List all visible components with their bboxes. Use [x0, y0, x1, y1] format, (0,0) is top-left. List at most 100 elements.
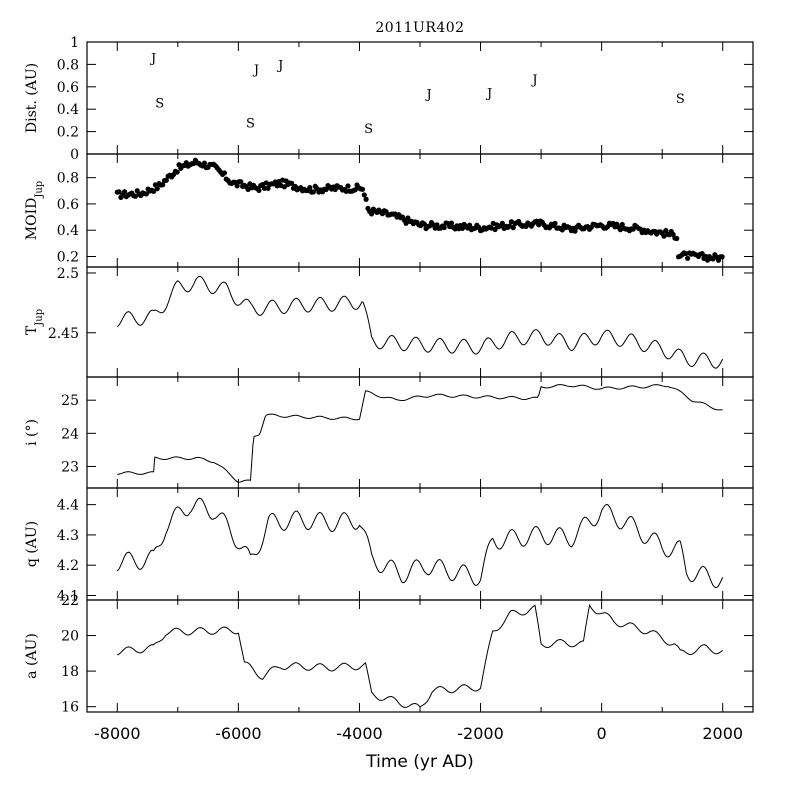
x-axis: -8000 -6000 -4000 -2000 0 2000	[94, 724, 743, 743]
moid-point	[201, 160, 208, 166]
encounter-J: J	[530, 73, 537, 88]
y-axis-label-sub: Jup	[34, 309, 45, 327]
y-axis-label-sub: Jup	[34, 181, 45, 199]
panel-incl: 23 24 25 i (°)	[24, 376, 754, 489]
moid-point	[261, 185, 267, 191]
encounter-J: J	[485, 86, 492, 101]
moid-point	[332, 186, 338, 193]
encounter-S: S	[246, 117, 255, 132]
y-tick-label: 0.6	[57, 197, 79, 213]
moid-point	[552, 220, 558, 226]
y-tick-label: 22	[61, 593, 79, 609]
moid-point	[467, 222, 473, 228]
y-tick-label: 23	[61, 459, 79, 475]
moid-point	[310, 189, 317, 195]
y-tick-label: 0.4	[57, 223, 79, 239]
moid-point	[674, 235, 680, 242]
moid-point	[151, 188, 157, 194]
moid-point	[221, 170, 228, 176]
moid-point	[289, 180, 295, 186]
panel-frame	[86, 599, 754, 713]
panel-frame	[86, 153, 754, 268]
y-axis-label: a (AU)	[24, 633, 40, 679]
chart-title: 2011UR402	[375, 20, 464, 36]
moid-point	[368, 211, 375, 217]
y-tick-label: 20	[61, 629, 79, 645]
encounter-S: S	[676, 92, 685, 107]
panel-dist: 0 0.2 0.4 0.6 0.8 1 Dist. (AU) J S S J J S J J J S	[24, 35, 754, 163]
panel-a: 16 18 20 22 a (AU)	[24, 593, 754, 716]
y-tick-label: 0.2	[57, 125, 79, 141]
y-tick-label: 0.6	[57, 80, 79, 96]
y-axis-label: Dist. (AU)	[24, 63, 40, 133]
panel-frame	[86, 266, 754, 378]
y-tick-label: 0.8	[57, 57, 79, 73]
x-tick-label: -2000	[457, 724, 504, 743]
moid-point	[174, 169, 180, 175]
x-axis-title: Time (yr AD)	[365, 752, 473, 772]
moid-point	[163, 177, 169, 183]
y-tick-label: 4.3	[57, 528, 79, 544]
panel-frame	[86, 487, 754, 601]
encounter-J: J	[276, 58, 283, 73]
y-tick-label: 0.8	[57, 171, 79, 187]
tjup-series-line	[116, 275, 724, 369]
panel-tjup: 2.45 2.5 TJup	[24, 266, 754, 378]
x-tick-label: -4000	[336, 724, 383, 743]
y-tick-label: 0.2	[57, 249, 79, 265]
a-series-line	[117, 603, 723, 708]
moid-point	[154, 186, 160, 192]
moid-point	[343, 188, 349, 194]
x-tick-label: -8000	[94, 724, 141, 743]
x-tick-label: 0	[597, 724, 607, 743]
y-tick-label: 25	[61, 393, 79, 409]
y-tick-label: 4.4	[57, 498, 79, 514]
moid-point	[121, 189, 128, 195]
panels-group: 0 0.2 0.4 0.6 0.8 1 Dist. (AU) J S S J J S J J J S 0.2 0.4…	[24, 35, 754, 716]
moid-point	[499, 220, 505, 226]
y-tick-label: 0.4	[57, 102, 79, 118]
panel-frame	[86, 41, 754, 155]
moid-point	[160, 182, 166, 188]
moid-point	[421, 221, 427, 227]
y-tick-label: 4.1	[57, 588, 79, 604]
moid-point	[363, 196, 369, 202]
y-tick-label: 4.2	[57, 558, 79, 574]
encounter-J: J	[149, 52, 156, 67]
moid-point	[307, 185, 313, 191]
q-series-line	[116, 497, 724, 589]
panel-frame	[86, 376, 754, 489]
y-axis-label: i (°)	[24, 419, 40, 446]
y-axis-label: TJup	[24, 309, 45, 335]
moid-point	[265, 185, 271, 191]
panel-moid: 0.2 0.4 0.6 0.8 MOIDJup	[24, 153, 754, 268]
panel-q: 4.1 4.2 4.3 4.4 q (AU)	[24, 487, 754, 604]
moid-point	[116, 189, 122, 195]
moid-point	[345, 183, 351, 189]
incl-series-line	[117, 384, 723, 484]
encounter-J: J	[252, 63, 259, 78]
y-axis-label: q (AU)	[24, 521, 40, 567]
moid-point	[256, 187, 262, 194]
moid-point	[448, 220, 455, 226]
moid-point	[685, 255, 691, 261]
encounter-J: J	[424, 88, 431, 103]
y-tick-label: 16	[61, 700, 79, 716]
y-tick-label: 18	[61, 664, 79, 680]
moid-point	[699, 251, 705, 257]
moid-point	[359, 186, 366, 192]
y-tick-label: 2.45	[48, 326, 79, 342]
encounter-S: S	[155, 96, 164, 111]
moid-point	[143, 191, 149, 197]
y-tick-label: 2.5	[57, 266, 79, 282]
moid-point	[238, 179, 244, 185]
moid-point	[361, 192, 367, 198]
y-tick-label: 24	[61, 426, 79, 442]
x-tick-label: 2000	[702, 724, 743, 743]
moid-point	[441, 224, 447, 231]
moid-point	[510, 225, 516, 231]
y-tick-label: 0	[70, 147, 79, 163]
moid-point	[572, 228, 578, 234]
